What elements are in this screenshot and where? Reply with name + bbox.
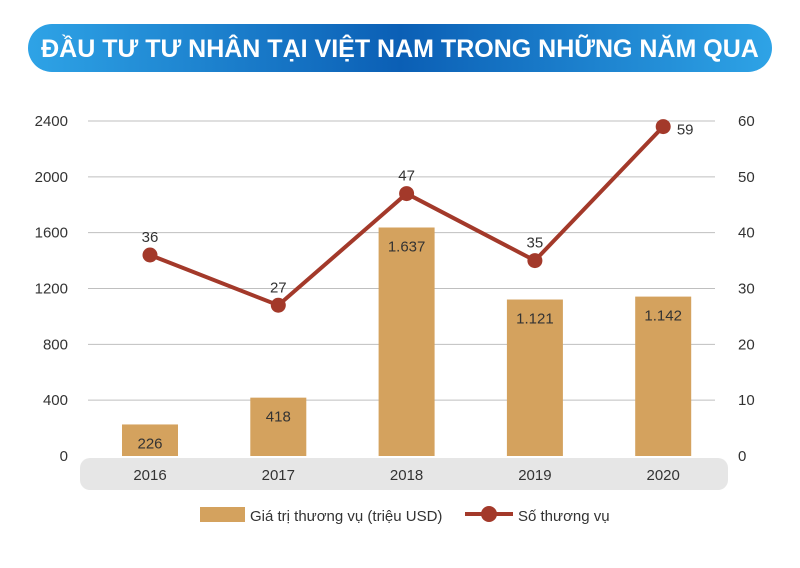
line-marker — [142, 247, 158, 263]
legend-bar-swatch — [200, 507, 245, 522]
legend: Giá trị thương vụ (triệu USD) Số thương … — [200, 506, 610, 525]
x-tick-label: 2020 — [647, 467, 680, 484]
line-value-label: 27 — [270, 279, 287, 296]
bar — [378, 227, 435, 456]
left-tick-label: 1600 — [35, 225, 68, 242]
x-tick-label: 2016 — [133, 467, 166, 484]
left-axis-ticks: 0 400 800 1200 1600 2000 2400 — [35, 113, 68, 465]
left-tick-label: 400 — [43, 392, 68, 409]
bar-value-label: 1.637 — [388, 239, 426, 256]
right-tick-label: 0 — [738, 448, 746, 465]
line-value-label: 35 — [527, 235, 544, 252]
x-tick-label: 2017 — [262, 467, 295, 484]
title-banner: ĐẦU TƯ TƯ NHÂN TẠI VIỆT NAM TRONG NHỮNG … — [28, 24, 772, 72]
bar-value-label: 418 — [266, 409, 291, 426]
line-marker — [527, 253, 543, 269]
left-tick-label: 800 — [43, 336, 68, 353]
legend-line-label: Số thương vụ — [518, 508, 610, 525]
bar-value-label: 226 — [137, 435, 162, 452]
bar-value-label: 1.121 — [516, 311, 554, 328]
bar-value-label: 1.142 — [644, 308, 682, 325]
right-tick-label: 60 — [738, 113, 755, 130]
bar — [250, 397, 307, 456]
x-tick-label: 2019 — [518, 467, 551, 484]
right-tick-label: 30 — [738, 281, 755, 298]
legend-bar-label: Giá trị thương vụ (triệu USD) — [250, 508, 442, 525]
left-tick-label: 2000 — [35, 169, 68, 186]
legend-line-marker — [481, 506, 497, 522]
bar — [122, 424, 178, 456]
line-marker — [655, 119, 671, 135]
left-tick-label: 1200 — [35, 281, 68, 298]
bar-series: 226 418 1.637 1.121 1.142 — [122, 227, 692, 456]
x-tick-label: 2018 — [390, 467, 423, 484]
line-marker — [399, 186, 415, 202]
right-tick-label: 50 — [738, 169, 755, 186]
line-value-label: 36 — [142, 229, 159, 246]
left-tick-label: 2400 — [35, 113, 68, 130]
bar — [506, 299, 563, 456]
line-marker — [270, 297, 286, 313]
bar — [635, 296, 692, 456]
x-axis-band — [80, 458, 728, 490]
right-tick-label: 20 — [738, 336, 755, 353]
line-series: 36 27 47 35 59 — [142, 119, 694, 313]
x-axis-ticks: 2016 2017 2018 2019 2020 — [133, 467, 680, 484]
chart-title: ĐẦU TƯ TƯ NHÂN TẠI VIỆT NAM TRONG NHỮNG … — [41, 33, 759, 63]
line-value-label: 59 — [677, 122, 694, 139]
right-tick-label: 10 — [738, 392, 755, 409]
left-tick-label: 0 — [60, 448, 68, 465]
right-tick-label: 40 — [738, 225, 755, 242]
line-value-label: 47 — [398, 168, 415, 185]
right-axis-ticks: 0 10 20 30 40 50 60 — [738, 113, 755, 465]
